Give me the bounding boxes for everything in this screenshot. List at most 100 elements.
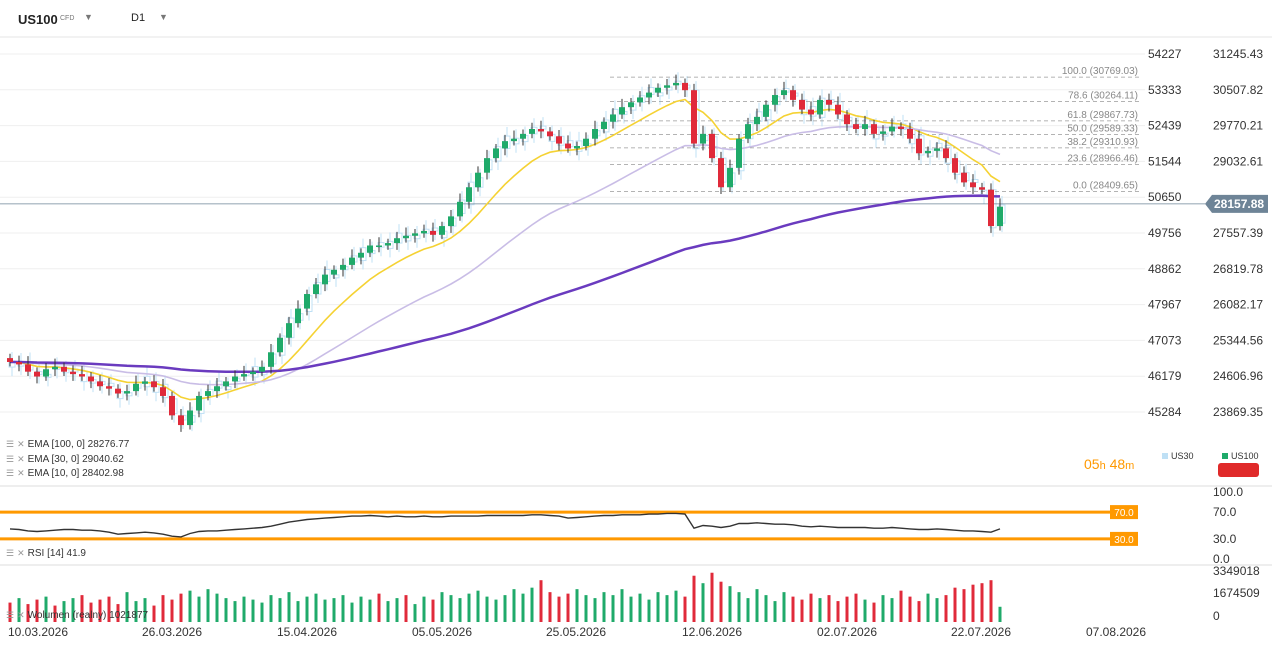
volume-bar <box>62 601 66 622</box>
candle-up <box>592 129 598 139</box>
fib-label: 61.8 (29867.73) <box>1067 110 1138 121</box>
fib-label: 50.0 (29589.33) <box>1067 123 1138 134</box>
volume-bar <box>35 599 39 622</box>
candle-up <box>880 131 886 134</box>
settings-icon[interactable]: ☰ <box>6 454 15 464</box>
candle-up <box>232 376 238 382</box>
candle-up <box>925 150 931 154</box>
fib-label: 100.0 (30769.03) <box>1062 66 1138 77</box>
candle-up <box>934 148 940 151</box>
volume-bar <box>503 595 507 622</box>
volume-bar <box>728 586 732 622</box>
settings-icon[interactable]: ☰ <box>6 548 15 558</box>
candle-up <box>529 129 535 134</box>
y-tick-right: 27557.39 <box>1213 226 1263 240</box>
volume-bar <box>431 599 435 622</box>
candle-up <box>214 386 220 392</box>
volume-bar <box>800 599 804 622</box>
legend-label: US30 <box>1171 451 1194 461</box>
timer-m: m <box>1125 460 1135 472</box>
fib-label: 78.6 (30264.11) <box>1068 91 1138 102</box>
y-tick-left: 47073 <box>1148 333 1182 347</box>
y-tick-left: 46179 <box>1148 369 1182 383</box>
volume-bar <box>530 587 534 622</box>
volume-bar <box>926 593 930 622</box>
legend-us30[interactable]: US30 <box>1162 451 1194 461</box>
y-tick-right: 26082.17 <box>1213 298 1263 312</box>
candle-up <box>493 148 499 159</box>
settings-icon[interactable]: ☰ <box>6 439 15 449</box>
volume-bar <box>953 587 957 622</box>
timer-h: h <box>1099 460 1106 472</box>
volume-bar <box>368 599 372 622</box>
candle-down <box>961 172 967 183</box>
volume-bar <box>935 598 939 622</box>
candle-up <box>628 102 634 108</box>
close-icon[interactable]: ✕ <box>17 548 25 558</box>
symbol-dropdown-icon[interactable]: ▼ <box>84 12 93 22</box>
indicator-rsi[interactable]: ☰ ✕ RSI [14] 41.9 <box>6 548 86 559</box>
volume-bar <box>629 596 633 622</box>
candle-down <box>16 361 22 365</box>
indicator-volume[interactable]: ☰ ✕ Wolumen (realny) 1021877 <box>6 610 148 621</box>
volume-bar <box>584 595 588 622</box>
volume-bar <box>350 602 354 622</box>
volume-bar <box>845 596 849 622</box>
y-tick-left: 45284 <box>1148 405 1182 419</box>
volume-bar <box>683 596 687 622</box>
close-icon[interactable]: ✕ <box>17 610 25 620</box>
volume-bar <box>989 580 993 622</box>
volume-bar <box>998 606 1002 622</box>
timeframe[interactable]: D1 <box>131 12 146 24</box>
candle-up <box>574 145 580 149</box>
us30-candle <box>224 385 232 390</box>
candle-up <box>421 230 427 234</box>
volume-bar <box>980 583 984 622</box>
candle-up <box>664 85 670 88</box>
settings-icon[interactable]: ☰ <box>6 610 15 620</box>
candle-down <box>826 99 832 105</box>
volume-bar <box>638 593 642 622</box>
volume-bar <box>107 596 111 622</box>
indicator-ema-100[interactable]: ☰ ✕ EMA [100, 0] 28276.77 <box>6 439 129 450</box>
settings-icon[interactable]: ☰ <box>6 468 15 478</box>
volume-bar <box>647 599 651 622</box>
close-icon[interactable]: ✕ <box>17 439 25 449</box>
volume-bar <box>665 595 669 622</box>
volume-bar <box>494 599 498 622</box>
indicator-ema-30[interactable]: ☰ ✕ EMA [30, 0] 29040.62 <box>6 454 124 465</box>
volume-bar <box>98 599 102 622</box>
legend-us100[interactable]: US100 <box>1222 451 1259 461</box>
close-icon[interactable]: ✕ <box>17 454 25 464</box>
ema-30-line <box>9 125 1001 386</box>
candle-down <box>25 364 31 372</box>
close-icon[interactable]: ✕ <box>17 468 25 478</box>
candle-down <box>538 129 544 132</box>
candle-up <box>322 274 328 285</box>
volume-bar <box>449 595 453 622</box>
volume-y-tick: 3349018 <box>1213 564 1260 578</box>
candle-down <box>799 99 805 110</box>
volume-bar <box>557 596 561 622</box>
candle-up <box>412 233 418 236</box>
indicator-ema-10[interactable]: ☰ ✕ EMA [10, 0] 28402.98 <box>6 468 124 479</box>
candle-up <box>502 141 508 149</box>
volume-bar <box>80 595 84 622</box>
volume-bar <box>314 593 318 622</box>
candle-up <box>241 374 247 377</box>
candle-down <box>547 131 553 137</box>
candle-down <box>979 187 985 190</box>
volume-bar <box>143 598 147 622</box>
volume-bar <box>188 590 192 622</box>
timeframe-dropdown-icon[interactable]: ▼ <box>159 12 168 22</box>
volume-bar <box>656 592 660 622</box>
symbol-name[interactable]: US100 <box>18 12 58 27</box>
y-tick-right: 29032.61 <box>1213 154 1263 168</box>
fib-label: 23.6 (28966.46) <box>1067 154 1138 165</box>
candle-down <box>61 366 67 372</box>
volume-bar <box>809 593 813 622</box>
candle-up <box>601 121 607 130</box>
volume-bar <box>224 598 228 622</box>
volume-bar <box>701 583 705 622</box>
